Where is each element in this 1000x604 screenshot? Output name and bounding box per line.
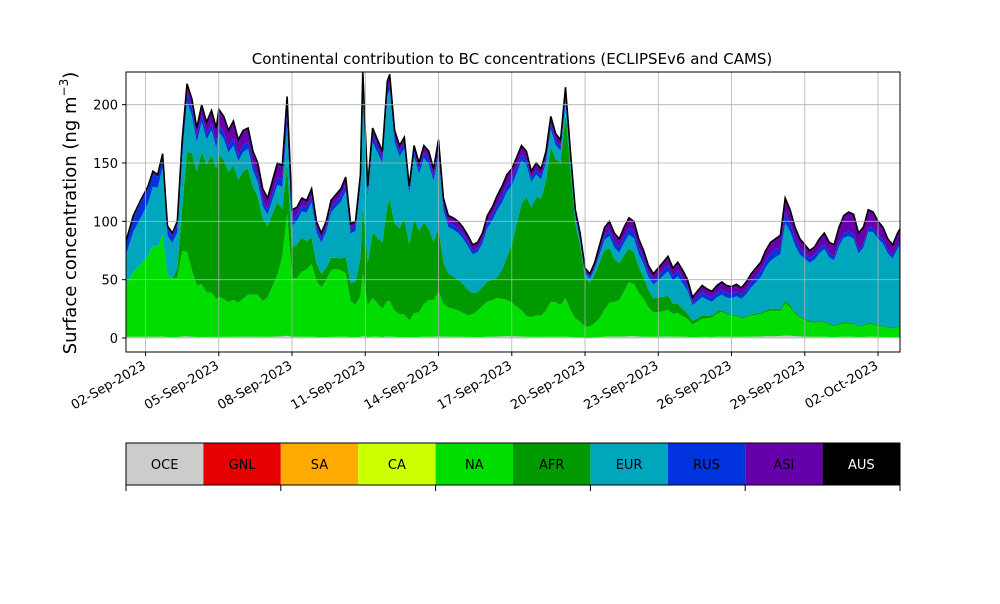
grid	[126, 72, 900, 352]
legend-swatch-eur	[590, 443, 668, 485]
legend-label-oce: OCE	[151, 458, 179, 473]
legend-swatch-gnl	[203, 443, 281, 485]
y-tick-label: 100	[93, 215, 118, 230]
legend-label-eur: EUR	[616, 458, 643, 473]
plot-frame	[125, 71, 901, 353]
y-axis-label-close: )	[60, 72, 81, 79]
total-outline	[126, 72, 900, 299]
legend-swatch-rus	[667, 443, 746, 485]
area-oce	[126, 335, 900, 338]
legend-label-aus: AUS	[848, 458, 875, 473]
legend-swatch-asi	[745, 443, 823, 485]
legend-swatch-ca	[358, 443, 436, 485]
stacked-areas	[126, 72, 900, 338]
y-axis-label-superscript: −3	[57, 79, 71, 97]
legend-label-sa: SA	[311, 458, 328, 473]
legend-swatch-oce	[126, 443, 204, 485]
y-tick-label: 200	[93, 99, 118, 114]
legend-label-gnl: GNL	[229, 458, 257, 473]
legend-label-rus: RUS	[693, 458, 720, 473]
legend-swatch-aus	[822, 443, 900, 485]
legend-label-na: NA	[465, 458, 484, 473]
legend-colorbar: OCE GNL SA CA NA AFR EUR RUS ASI AUS	[125, 442, 901, 491]
y-tick-label: 0	[110, 332, 118, 347]
y-axis-label: Surface concentration (ng m−3)	[57, 72, 81, 355]
area-eur	[126, 89, 900, 328]
chart-title: Continental contribution to BC concentra…	[252, 50, 773, 68]
area-na	[126, 213, 900, 338]
y-tick-label: 50	[101, 274, 118, 289]
y-tick-label: 150	[93, 157, 118, 172]
legend-label-afr: AFR	[539, 458, 564, 473]
legend-label-ca: CA	[388, 458, 406, 473]
legend-swatch-na	[435, 443, 513, 485]
legend-frame	[125, 442, 901, 486]
y-axis-label-main: Surface concentration (ng m	[60, 96, 81, 354]
legend-label-asi: ASI	[773, 458, 794, 473]
area-afr	[126, 114, 900, 329]
legend-swatch-afr	[513, 443, 591, 485]
legend-swatch-sa	[280, 443, 359, 485]
